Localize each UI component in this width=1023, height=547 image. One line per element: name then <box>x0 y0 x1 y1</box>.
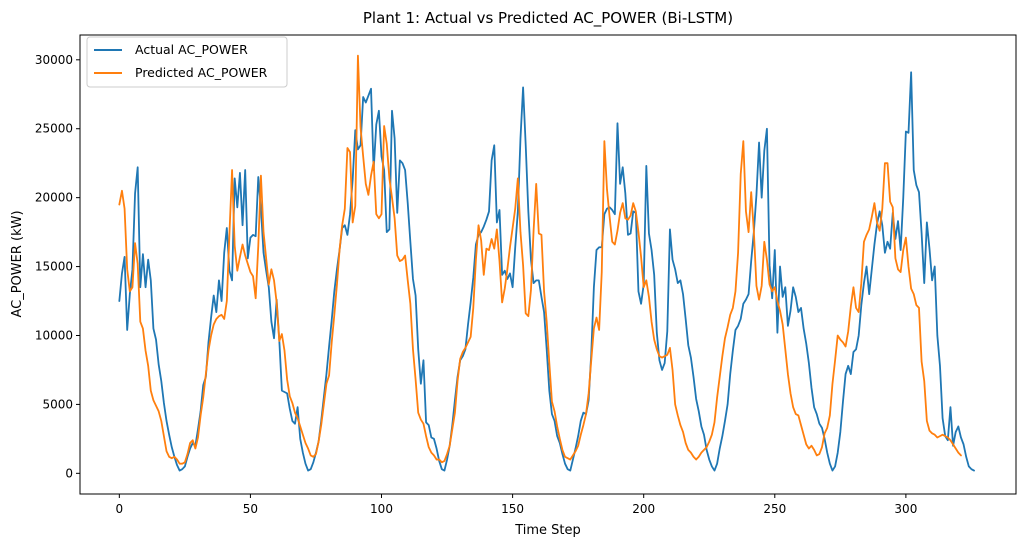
x-tick-label: 300 <box>894 502 917 516</box>
legend-label-predicted: Predicted AC_POWER <box>135 65 268 80</box>
y-tick-label: 25000 <box>35 122 73 136</box>
plot-frame <box>79 34 1017 495</box>
y-axis-ticks: 0 5000 10000 15000 20000 25000 30000 <box>35 53 80 480</box>
y-axis-label: AC_POWER (kW) <box>10 210 25 317</box>
x-axis-ticks: 0 50 100 150 200 250 300 <box>116 494 917 516</box>
y-tick-label: 15000 <box>35 260 73 274</box>
y-tick-label: 30000 <box>35 53 73 67</box>
x-tick-label: 200 <box>632 502 655 516</box>
x-tick-label: 50 <box>243 502 258 516</box>
plot-area <box>79 34 1017 495</box>
x-tick-label: 100 <box>370 502 393 516</box>
legend: Actual AC_POWER Predicted AC_POWER <box>86 36 288 88</box>
x-tick-label: 150 <box>501 502 524 516</box>
y-tick-label: 5000 <box>42 397 73 411</box>
y-tick-label: 10000 <box>35 328 73 342</box>
series-layer <box>118 54 975 472</box>
legend-label-actual: Actual AC_POWER <box>135 42 248 57</box>
legend-box <box>86 36 288 88</box>
series-line-actual <box>118 71 975 472</box>
y-tick-label: 0 <box>65 466 73 480</box>
y-tick-label: 20000 <box>35 191 73 205</box>
x-axis-label: Time Step <box>514 523 581 538</box>
series-line-predicted <box>118 54 962 465</box>
x-tick-label: 0 <box>116 502 124 516</box>
x-tick-label: 250 <box>763 502 786 516</box>
chart-title: Plant 1: Actual vs Predicted AC_POWER (B… <box>363 9 733 28</box>
